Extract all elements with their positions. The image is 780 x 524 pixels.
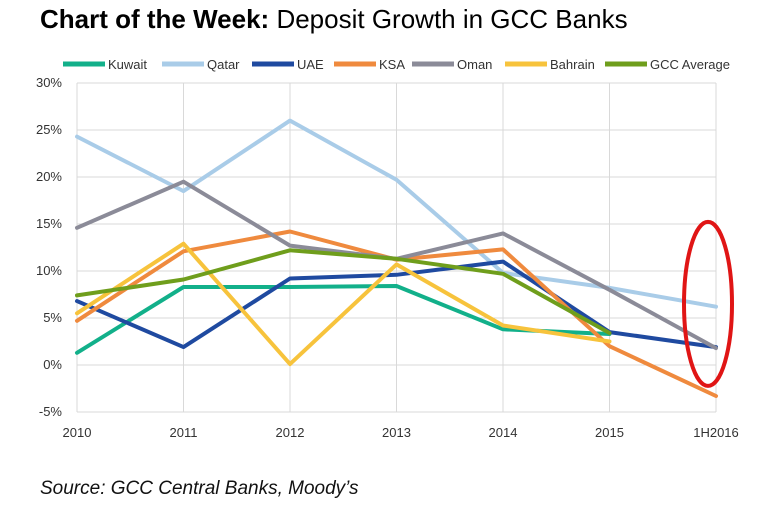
chart-title-bold: Chart of the Week:: [40, 4, 270, 34]
annotation-ellipse: [682, 219, 734, 388]
x-tick-label: 2010: [63, 425, 92, 440]
gridlines: [76, 82, 717, 413]
legend-label-oman: Oman: [457, 57, 492, 72]
legend-label-uae: UAE: [297, 57, 324, 72]
x-tick-label: 2011: [170, 425, 198, 440]
y-tick-label: 25%: [36, 122, 62, 137]
x-tick-label: 2012: [276, 425, 305, 440]
series-line-gcc-average: [75, 248, 612, 335]
y-tick-label: 20%: [36, 169, 62, 184]
y-tick-label: 30%: [36, 75, 62, 90]
y-tick-label: 5%: [43, 310, 62, 325]
legend-label-bahrain: Bahrain: [550, 57, 595, 72]
y-axis: -5% 0% 5% 10% 15% 20% 25% 30%: [36, 75, 62, 419]
series-line-bahrain: [75, 241, 612, 367]
chart-title: Chart of the Week: Deposit Growth in GCC…: [40, 4, 628, 35]
series-lines: [75, 118, 718, 398]
x-tick-label: 2015: [595, 425, 624, 440]
legend: Kuwait Qatar UAE KSA Oman Bahrain GCC Average: [63, 57, 730, 72]
y-tick-label: 10%: [36, 263, 62, 278]
y-tick-label: -5%: [39, 404, 63, 419]
x-axis: 2010 2011 2012 2013 2014 2015 1H2016: [63, 425, 739, 440]
y-tick-label: 0%: [43, 357, 62, 372]
legend-label-gcc-average: GCC Average: [650, 57, 730, 72]
y-tick-label: 15%: [36, 216, 62, 231]
x-tick-label: 2014: [489, 425, 518, 440]
legend-label-qatar: Qatar: [207, 57, 240, 72]
legend-label-ksa: KSA: [379, 57, 405, 72]
chart-title-rest: Deposit Growth in GCC Banks: [269, 4, 628, 34]
series-line-kuwait: [75, 284, 612, 355]
x-tick-label: 2013: [382, 425, 411, 440]
x-tick-label: 1H2016: [693, 425, 739, 440]
source-note: Source: GCC Central Banks, Moody’s: [40, 478, 359, 499]
annotation: [682, 219, 734, 388]
legend-label-kuwait: Kuwait: [108, 57, 147, 72]
